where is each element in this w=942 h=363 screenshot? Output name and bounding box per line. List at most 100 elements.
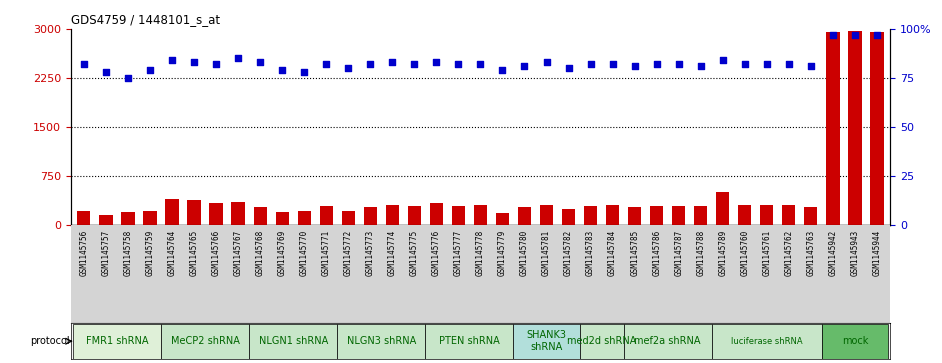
Text: GSM1145944: GSM1145944 xyxy=(872,230,882,276)
Bar xyxy=(826,32,839,225)
Bar xyxy=(319,206,333,225)
Text: GSM1145763: GSM1145763 xyxy=(806,230,816,276)
Point xyxy=(407,61,422,67)
Text: GSM1145773: GSM1145773 xyxy=(365,230,375,276)
Point xyxy=(121,75,136,81)
Point xyxy=(297,69,312,75)
Text: GSM1145756: GSM1145756 xyxy=(79,230,89,276)
Point xyxy=(715,57,730,63)
Text: GSM1145776: GSM1145776 xyxy=(431,230,441,276)
Point xyxy=(363,61,378,67)
Text: GDS4759 / 1448101_s_at: GDS4759 / 1448101_s_at xyxy=(71,13,219,26)
Bar xyxy=(209,204,222,225)
Text: GSM1145774: GSM1145774 xyxy=(388,230,397,276)
Text: GSM1145758: GSM1145758 xyxy=(123,230,133,276)
Point xyxy=(187,60,202,65)
Point xyxy=(561,65,577,71)
Bar xyxy=(232,202,245,225)
Text: GSM1145779: GSM1145779 xyxy=(498,230,507,276)
Text: protocol: protocol xyxy=(30,336,71,346)
Bar xyxy=(513,324,579,359)
Bar xyxy=(650,206,663,225)
Text: GSM1145782: GSM1145782 xyxy=(564,230,573,276)
Text: GSM1145783: GSM1145783 xyxy=(586,230,595,276)
Bar xyxy=(426,324,513,359)
Point xyxy=(738,61,753,67)
Point xyxy=(142,67,157,73)
Point xyxy=(451,61,466,67)
Text: MeCP2 shRNA: MeCP2 shRNA xyxy=(171,336,239,346)
Text: GSM1145781: GSM1145781 xyxy=(542,230,551,276)
Bar xyxy=(77,211,90,225)
Text: NLGN1 shRNA: NLGN1 shRNA xyxy=(258,336,328,346)
Text: SHANK3
shRNA: SHANK3 shRNA xyxy=(527,330,566,352)
Point xyxy=(318,61,333,67)
Bar xyxy=(385,205,398,225)
Bar xyxy=(474,205,487,225)
Text: mock: mock xyxy=(842,336,869,346)
Point xyxy=(627,64,642,69)
Text: GSM1145762: GSM1145762 xyxy=(785,230,793,276)
Bar xyxy=(143,211,156,225)
Bar xyxy=(672,206,685,225)
Bar xyxy=(430,204,443,225)
Text: GSM1145788: GSM1145788 xyxy=(696,230,706,276)
Bar xyxy=(161,324,249,359)
Bar xyxy=(694,206,707,225)
Point xyxy=(804,64,819,69)
Text: GSM1145787: GSM1145787 xyxy=(674,230,683,276)
Bar xyxy=(99,215,112,225)
Point xyxy=(98,69,113,75)
Bar xyxy=(337,324,426,359)
Text: GSM1145786: GSM1145786 xyxy=(652,230,661,276)
Bar xyxy=(298,211,311,225)
Bar xyxy=(187,200,201,225)
Text: GSM1145759: GSM1145759 xyxy=(145,230,154,276)
Bar xyxy=(518,207,531,225)
Bar xyxy=(716,192,729,225)
Text: GSM1145771: GSM1145771 xyxy=(322,230,331,276)
Text: GSM1145943: GSM1145943 xyxy=(851,230,859,276)
Point xyxy=(671,61,686,67)
Text: FMR1 shRNA: FMR1 shRNA xyxy=(86,336,148,346)
Point xyxy=(231,56,246,61)
Bar xyxy=(342,211,355,225)
Bar xyxy=(821,324,888,359)
Bar xyxy=(73,324,161,359)
Point xyxy=(583,61,598,67)
Point xyxy=(539,60,554,65)
Text: GSM1145777: GSM1145777 xyxy=(454,230,463,276)
Bar xyxy=(606,205,619,225)
Bar xyxy=(122,212,135,225)
Bar xyxy=(760,205,773,225)
Text: GSM1145784: GSM1145784 xyxy=(609,230,617,276)
Bar xyxy=(253,207,267,225)
Point xyxy=(341,65,356,71)
Point xyxy=(495,67,510,73)
Bar xyxy=(166,199,179,225)
Bar xyxy=(249,324,337,359)
Text: luciferase shRNA: luciferase shRNA xyxy=(731,337,803,346)
Point xyxy=(649,61,664,67)
Bar xyxy=(870,32,884,225)
Text: NLGN3 shRNA: NLGN3 shRNA xyxy=(347,336,416,346)
Point xyxy=(384,60,399,65)
Text: GSM1145761: GSM1145761 xyxy=(762,230,771,276)
Text: GSM1145772: GSM1145772 xyxy=(344,230,352,276)
Text: PTEN shRNA: PTEN shRNA xyxy=(439,336,500,346)
Text: GSM1145789: GSM1145789 xyxy=(718,230,727,276)
Bar xyxy=(849,31,862,225)
Text: GSM1145778: GSM1145778 xyxy=(476,230,485,276)
Point xyxy=(165,57,180,63)
Bar xyxy=(408,206,421,225)
Point xyxy=(781,61,796,67)
Point xyxy=(429,60,444,65)
Text: GSM1145785: GSM1145785 xyxy=(630,230,639,276)
Bar xyxy=(452,206,465,225)
Point xyxy=(517,64,532,69)
Text: GSM1145765: GSM1145765 xyxy=(189,230,199,276)
Text: GSM1145767: GSM1145767 xyxy=(234,230,243,276)
Point xyxy=(275,67,290,73)
Bar xyxy=(624,324,712,359)
Text: GSM1145770: GSM1145770 xyxy=(300,230,309,276)
